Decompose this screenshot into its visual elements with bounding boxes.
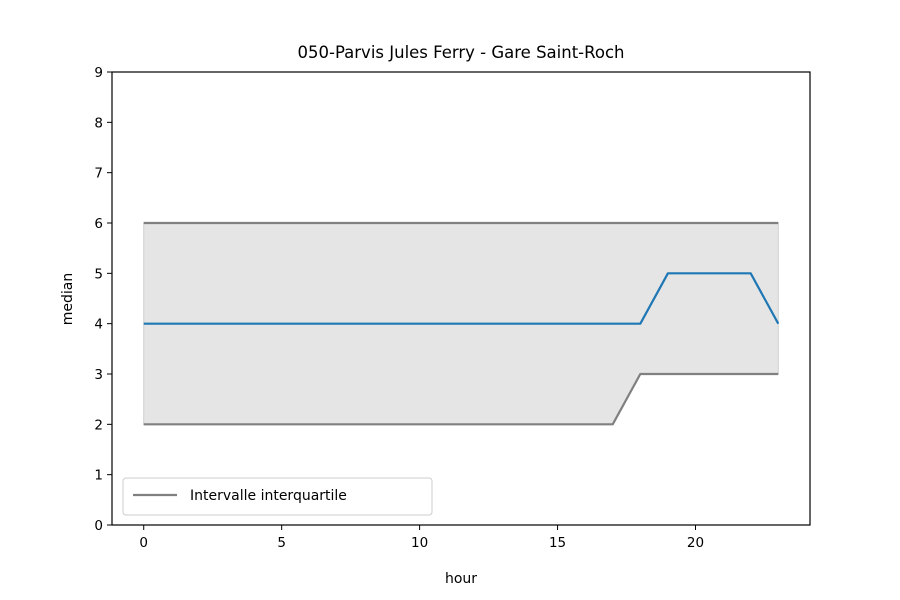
legend: Intervalle interquartile [122,477,433,516]
y-tick-label: 8 [94,115,103,131]
x-tick-label: 5 [277,535,286,551]
x-tick-label: 15 [549,535,566,551]
legend-frame [122,477,433,516]
y-tick-label: 4 [94,317,103,333]
y-tick-label: 2 [94,417,103,433]
y-tick-label: 9 [94,65,103,81]
y-tick-label: 1 [94,468,103,484]
x-tick-label: 20 [687,535,704,551]
x-tick-label: 0 [139,535,148,551]
y-tick-label: 5 [94,266,103,282]
chart-title: 050-Parvis Jules Ferry - Gare Saint-Roch [298,43,625,62]
y-tick-label: 6 [94,216,103,232]
y-tick-label: 3 [94,367,103,383]
plot-area [143,221,780,426]
y-tick-label: 0 [94,518,103,534]
y-axis-label: median [60,273,76,325]
q1-line [143,372,779,426]
x-tick-label: 10 [411,535,428,551]
x-axis-label: hour [445,571,477,587]
legend-label: Intervalle interquartile [190,488,347,504]
y-tick-label: 7 [94,166,103,182]
axes: 0 5 10 15 20 0 1 2 3 4 5 6 7 8 9 [94,65,811,551]
median-line [143,272,780,325]
axes-frame [111,71,811,526]
